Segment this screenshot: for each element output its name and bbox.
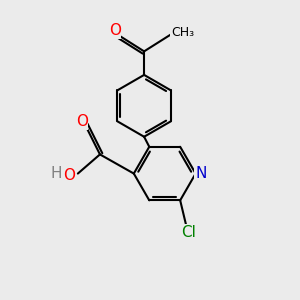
Text: H: H bbox=[51, 166, 62, 181]
Text: O: O bbox=[64, 167, 76, 182]
Text: O: O bbox=[76, 114, 88, 129]
Text: N: N bbox=[195, 166, 207, 181]
Text: CH₃: CH₃ bbox=[171, 26, 194, 39]
Text: O: O bbox=[109, 23, 121, 38]
Text: Cl: Cl bbox=[181, 225, 196, 240]
